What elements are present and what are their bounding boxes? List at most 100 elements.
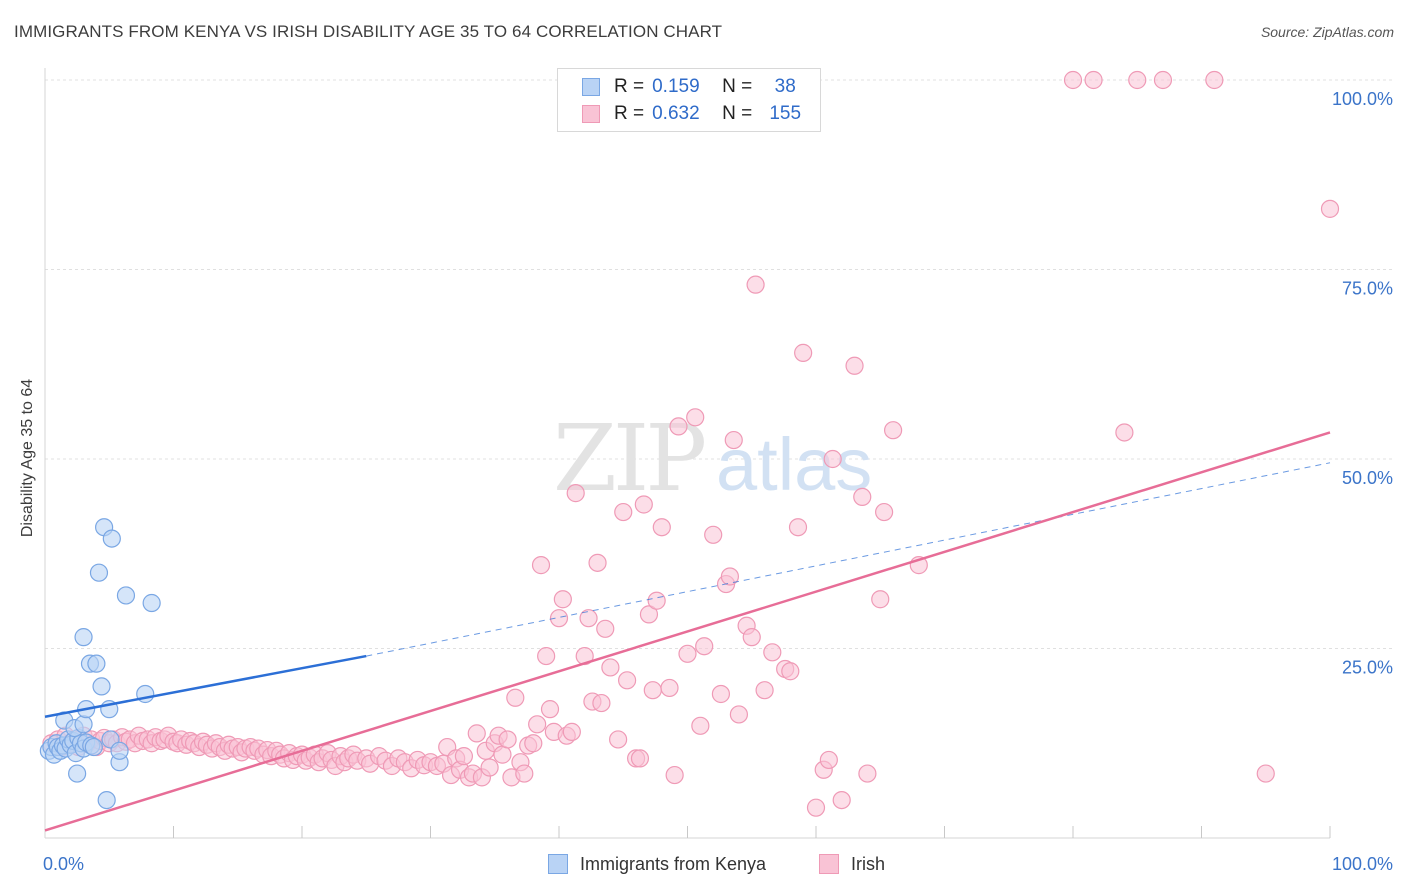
irish-point: [643, 681, 662, 700]
irish-point: [746, 275, 765, 294]
irish-point: [691, 716, 710, 735]
irish-point: [1128, 70, 1147, 90]
irish-point: [883, 421, 903, 440]
irish-point: [1205, 70, 1224, 90]
irish-point: [742, 628, 761, 647]
irish-point: [618, 671, 637, 690]
irish-point: [614, 502, 633, 522]
irish-point: [819, 750, 838, 770]
tick-labels: 25.0% 50.0% 75.0% 100.0% 0.0% 100.0%: [43, 89, 1393, 874]
irish-point: [1153, 70, 1173, 90]
axes: [44, 68, 1331, 839]
irish-point: [524, 734, 543, 753]
kenya-trend-line: [44, 654, 367, 718]
irish-point: [720, 567, 740, 586]
x-tick-label: 0.0%: [43, 854, 84, 874]
irish-point: [493, 745, 512, 764]
irish-point: [601, 658, 620, 677]
kenya-point: [97, 790, 116, 810]
kenya-points: [39, 518, 161, 810]
kenya-point: [87, 654, 106, 673]
watermark: ZIP atlas: [553, 405, 872, 512]
irish-point: [596, 619, 615, 638]
irish-point: [498, 730, 517, 749]
irish-point: [1256, 764, 1275, 783]
irish-point: [669, 417, 688, 436]
irish-point: [531, 556, 551, 575]
kenya-legend-swatch: [548, 854, 568, 874]
irish-point: [562, 722, 581, 741]
irish-point: [711, 684, 731, 704]
grid-lines: [45, 79, 1392, 649]
y-tick-label: 100.0%: [1332, 89, 1393, 109]
irish-point: [537, 646, 556, 666]
irish-point: [845, 356, 864, 375]
irish-point: [540, 700, 560, 719]
kenya-point: [74, 628, 93, 647]
stats-legend: R = 0.159 N = 38 R = 0.632 N = 155: [557, 68, 821, 132]
irish-point: [549, 609, 569, 628]
n-label: N =: [722, 76, 753, 97]
irish-point: [634, 495, 653, 514]
irish-point: [781, 662, 800, 681]
irish-point: [652, 518, 671, 537]
y-tick-label: 50.0%: [1342, 468, 1393, 488]
irish-point: [515, 764, 534, 783]
kenya-point: [116, 586, 136, 605]
irish-point: [647, 591, 666, 610]
kenya-point: [84, 737, 103, 757]
irish-point: [579, 609, 598, 628]
kenya-legend-label: Immigrants from Kenya: [580, 853, 767, 874]
kenya-point: [92, 677, 111, 696]
kenya-point: [89, 563, 109, 582]
irish-point: [678, 644, 697, 663]
irish-point: [660, 678, 679, 698]
irish-point: [630, 749, 650, 768]
irish-point: [1084, 70, 1103, 90]
irish-point: [729, 705, 749, 724]
trend-lines: [44, 431, 1331, 832]
kenya-point: [110, 741, 129, 760]
irish-point: [665, 765, 684, 785]
irish-point: [755, 681, 774, 700]
y-tick-label: 75.0%: [1342, 279, 1393, 299]
irish-point: [858, 764, 877, 783]
r-value: 0.159: [652, 76, 700, 97]
legend-row-irish: R = 0.632 N = 155: [582, 102, 808, 126]
kenya-trend-extension: [366, 462, 1331, 657]
irish-point: [1115, 423, 1134, 442]
irish-point: [853, 487, 872, 506]
legend-item-irish: Irish: [819, 852, 885, 876]
irish-point: [686, 408, 705, 427]
irish-point: [553, 590, 572, 609]
irish-point: [1320, 199, 1340, 218]
irish-point: [794, 343, 813, 362]
irish-point: [806, 798, 826, 817]
n-value: 38: [774, 76, 796, 97]
r-label: R =: [614, 103, 645, 124]
irish-point: [592, 693, 611, 713]
legend-item-kenya: Immigrants from Kenya: [548, 852, 766, 876]
irish-point: [609, 730, 628, 749]
irish-legend-label: Irish: [851, 853, 886, 874]
irish-point: [695, 637, 714, 656]
kenya-point: [68, 764, 87, 783]
irish-point: [875, 502, 894, 522]
irish-trend-line: [44, 431, 1331, 832]
r-label: R =: [614, 76, 645, 97]
x-tick-label: 100.0%: [1332, 854, 1393, 874]
kenya-swatch: [582, 78, 600, 96]
irish-point: [506, 688, 525, 707]
r-value: 0.632: [652, 103, 700, 124]
irish-point: [588, 553, 607, 572]
irish-point: [480, 758, 499, 777]
irish-point: [832, 790, 851, 810]
kenya-point: [74, 715, 93, 734]
irish-point: [467, 724, 486, 743]
irish-point: [454, 747, 474, 766]
irish-point: [639, 605, 659, 624]
irish-swatch: [582, 105, 600, 123]
y-axis-label: Disability Age 35 to 64: [19, 378, 36, 538]
irish-point: [823, 449, 842, 469]
